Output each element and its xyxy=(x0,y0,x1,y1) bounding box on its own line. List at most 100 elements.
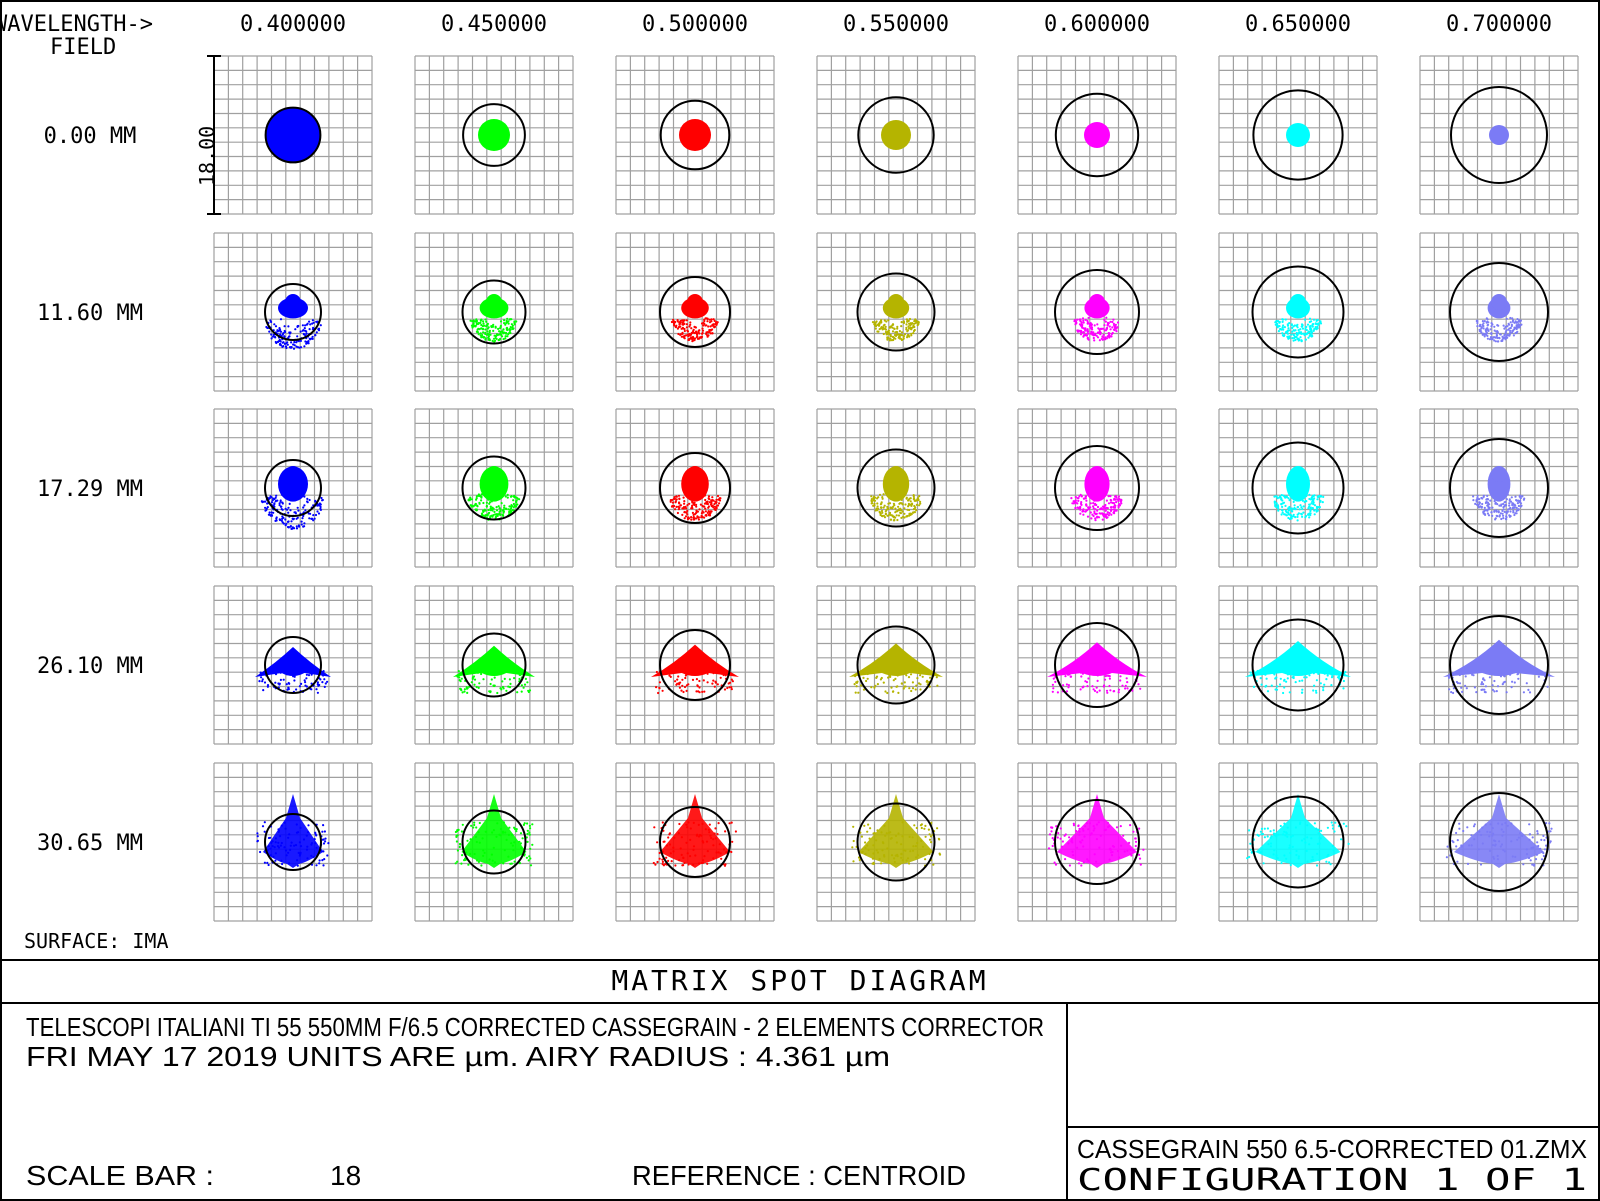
spot-cell-r3-c0 xyxy=(213,585,373,745)
spot-pattern xyxy=(1070,466,1123,522)
airy-circle xyxy=(1054,622,1140,708)
airy-circle xyxy=(856,448,936,528)
spot-cell-r2-c2 xyxy=(615,408,775,568)
airy-circle xyxy=(264,106,322,164)
airy-circle xyxy=(1054,269,1140,355)
spot-pattern xyxy=(1443,639,1555,695)
airy-circle xyxy=(659,276,731,348)
spot-pattern xyxy=(881,120,911,150)
file-name: CASSEGRAIN 550 6.5-CORRECTED 01.ZMX xyxy=(1077,1134,1587,1164)
spot-cell-r4-c5 xyxy=(1218,762,1378,922)
spot-pattern xyxy=(469,294,518,343)
airy-circle xyxy=(461,809,527,875)
spot-cell-r0-c2 xyxy=(615,55,775,215)
reference-label: REFERENCE : CENTROID xyxy=(632,1160,966,1191)
spot-pattern xyxy=(1475,294,1523,343)
spot-cell-r4-c3 xyxy=(816,762,976,922)
spot-pattern xyxy=(670,294,719,343)
airy-circle xyxy=(1450,86,1548,184)
airy-circle xyxy=(1449,262,1549,362)
spot-cell-r4-c2 xyxy=(615,762,775,922)
airy-circle xyxy=(1054,799,1140,885)
field-label-2: 17.29 MM xyxy=(37,477,143,502)
airy-circle xyxy=(857,96,935,174)
spot-pattern xyxy=(849,643,943,695)
airy-circle xyxy=(1251,795,1345,889)
spot-cell-r3-c5 xyxy=(1218,585,1378,745)
spot-pattern xyxy=(1286,123,1310,147)
airy-circle xyxy=(856,272,936,352)
field-label-3: 26.10 MM xyxy=(37,654,143,679)
spot-pattern xyxy=(1084,122,1110,148)
spot-cell-r0-c6 xyxy=(1419,55,1579,215)
spot-pattern xyxy=(1246,794,1350,868)
spot-cells xyxy=(213,55,1579,922)
spot-pattern xyxy=(454,794,534,868)
spot-cell-r2-c1 xyxy=(414,408,574,568)
spot-cell-r4-c4 xyxy=(1017,762,1177,922)
diagram-title: MATRIX SPOT DIAGRAM xyxy=(611,964,988,997)
wavelength-header-1: 0.450000 xyxy=(441,12,547,37)
spot-pattern xyxy=(851,794,942,868)
airy-circle xyxy=(264,283,322,341)
spot-pattern xyxy=(870,466,922,522)
spot-cell-r2-c5 xyxy=(1218,408,1378,568)
wavelength-header-0: 0.400000 xyxy=(240,12,346,37)
airy-circle xyxy=(1054,92,1140,178)
airy-circle xyxy=(659,806,731,878)
spot-pattern xyxy=(871,294,920,342)
field-label-1: 11.60 MM xyxy=(37,301,143,326)
spot-cell-r0-c3 xyxy=(816,55,976,215)
airy-circle xyxy=(659,629,731,701)
wavelength-header-3: 0.550000 xyxy=(843,12,949,37)
airy-circle xyxy=(1054,445,1140,531)
spot-pattern xyxy=(669,466,722,521)
airy-circle xyxy=(462,103,526,167)
spot-pattern xyxy=(478,119,510,151)
spot-cell-r4-c1 xyxy=(414,762,574,922)
scale-bar-label: SCALE BAR : xyxy=(26,1160,214,1191)
airy-circle xyxy=(461,632,527,698)
spot-pattern xyxy=(652,794,738,868)
spot-cell-r1-c1 xyxy=(414,232,574,392)
scale-marker-label: 18.00 xyxy=(195,126,219,186)
airy-circle xyxy=(1449,615,1549,715)
spot-pattern xyxy=(1489,125,1509,145)
spot-cell-r2-c4 xyxy=(1017,408,1177,568)
scale-marker: 18.00 xyxy=(195,55,221,215)
airy-circle xyxy=(856,625,936,705)
spot-cell-r1-c0 xyxy=(213,232,373,392)
spot-cell-r3-c2 xyxy=(615,585,775,745)
surface-label: SURFACE: IMA xyxy=(24,929,169,953)
spot-cell-r2-c6 xyxy=(1419,408,1579,568)
field-labels: 0.00 MM 11.60 MM 17.29 MM 26.10 MM 30.65 MM xyxy=(37,124,143,856)
spot-cell-r1-c6 xyxy=(1419,232,1579,392)
field-axis-label: FIELD xyxy=(50,35,116,60)
airy-circle xyxy=(1252,89,1344,181)
spot-pattern xyxy=(1445,794,1553,868)
spot-cell-r3-c6 xyxy=(1419,585,1579,745)
spot-cell-r0-c5 xyxy=(1218,55,1378,215)
airy-circle xyxy=(1251,441,1345,535)
wavelength-header-4: 0.600000 xyxy=(1044,12,1150,37)
spot-cell-r3-c1 xyxy=(414,585,574,745)
spot-cell-r0-c4 xyxy=(1017,55,1177,215)
spot-pattern xyxy=(1472,466,1526,521)
scale-bar-value: 18 xyxy=(330,1160,361,1191)
configuration-label: CONFIGURATION 1 OF 1 xyxy=(1077,1163,1587,1198)
airy-circle xyxy=(264,813,322,871)
spot-pattern xyxy=(1274,294,1323,343)
wavelength-header-5: 0.650000 xyxy=(1245,12,1351,37)
airy-circle xyxy=(659,99,731,171)
airy-circle xyxy=(264,636,322,694)
spot-cell-r1-c2 xyxy=(615,232,775,392)
airy-circle xyxy=(659,452,731,524)
spot-cell-r2-c3 xyxy=(816,408,976,568)
info-line-2: FRI MAY 17 2019 UNITS ARE µm. AIRY RADIU… xyxy=(26,1041,890,1072)
airy-circle xyxy=(1449,438,1549,538)
airy-circle xyxy=(264,459,322,517)
spot-pattern xyxy=(679,119,711,151)
spot-cell-r0-c1 xyxy=(414,55,574,215)
field-label-4: 30.65 MM xyxy=(37,831,143,856)
